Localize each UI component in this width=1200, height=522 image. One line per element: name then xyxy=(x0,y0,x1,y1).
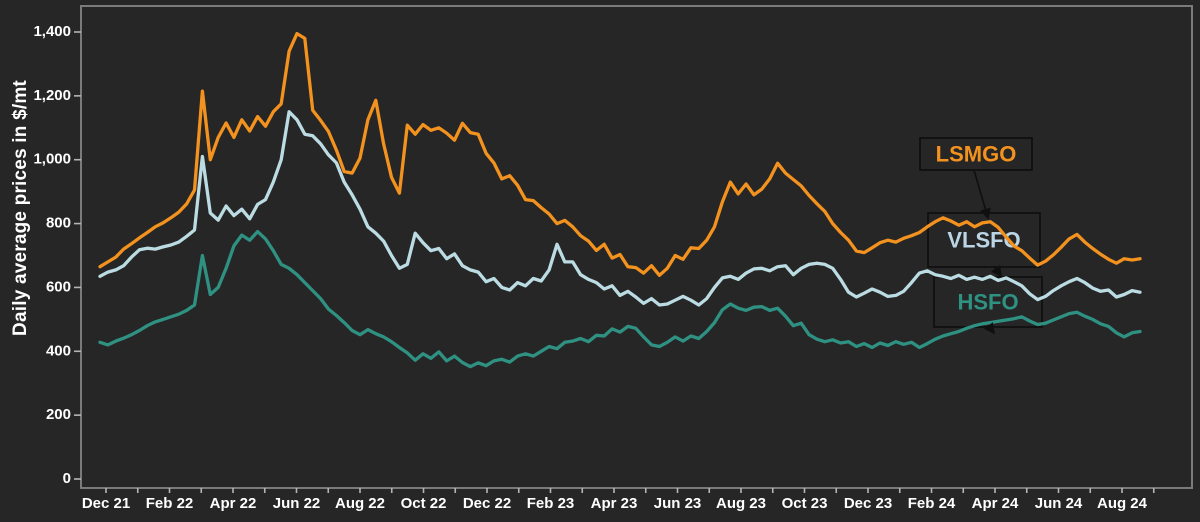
y-tick-label: 1,000 xyxy=(33,151,71,168)
x-tick-label: Oct 23 xyxy=(782,495,828,512)
x-tick-label: Dec 21 xyxy=(82,495,130,512)
x-tick-label: Jun 23 xyxy=(654,495,702,512)
plot-border xyxy=(80,5,1193,489)
x-tick-label: Apr 22 xyxy=(210,495,257,512)
y-tick-label: 600 xyxy=(46,278,71,295)
x-tick-label: Feb 22 xyxy=(146,495,194,512)
x-tick-label: Aug 22 xyxy=(335,495,385,512)
legend-label-lsmgo: LSMGO xyxy=(936,142,1017,167)
x-tick-label: Aug 23 xyxy=(716,495,766,512)
legend-arrow-hsfo xyxy=(983,322,995,335)
series-line-hsfo xyxy=(98,229,1142,369)
y-tick-label: 200 xyxy=(46,406,71,423)
legend-box-lsmgo xyxy=(919,137,1033,171)
y-tick-label: 1,400 xyxy=(33,23,71,40)
x-tick-label: Dec 22 xyxy=(463,495,511,512)
legend-arrow-vlsfo xyxy=(991,265,1002,278)
x-tick-label: Feb 23 xyxy=(527,495,575,512)
x-tick-label: Oct 22 xyxy=(401,495,447,512)
series-line-vlsfo xyxy=(98,110,1142,307)
y-tick-label: 0 xyxy=(63,470,71,487)
x-tick-label: Dec 23 xyxy=(844,495,892,512)
legend-arrow-lsmgo xyxy=(973,169,991,220)
y-tick-label: 800 xyxy=(46,215,71,232)
y-axis-title: Daily average prices in $/mt xyxy=(10,80,31,336)
y-tick-label: 1,200 xyxy=(33,87,71,104)
x-tick-label: Jun 24 xyxy=(1035,495,1083,512)
x-tick-label: Feb 24 xyxy=(908,495,956,512)
legend-label-hsfo: HSFO xyxy=(957,290,1018,315)
x-tick-label: Apr 24 xyxy=(972,495,1019,512)
y-tick-label: 400 xyxy=(46,342,71,359)
x-tick-label: Apr 23 xyxy=(591,495,638,512)
x-tick-label: Jun 22 xyxy=(273,495,321,512)
series-line-lsmgo xyxy=(98,31,1142,277)
x-tick-label: Aug 24 xyxy=(1097,495,1148,512)
